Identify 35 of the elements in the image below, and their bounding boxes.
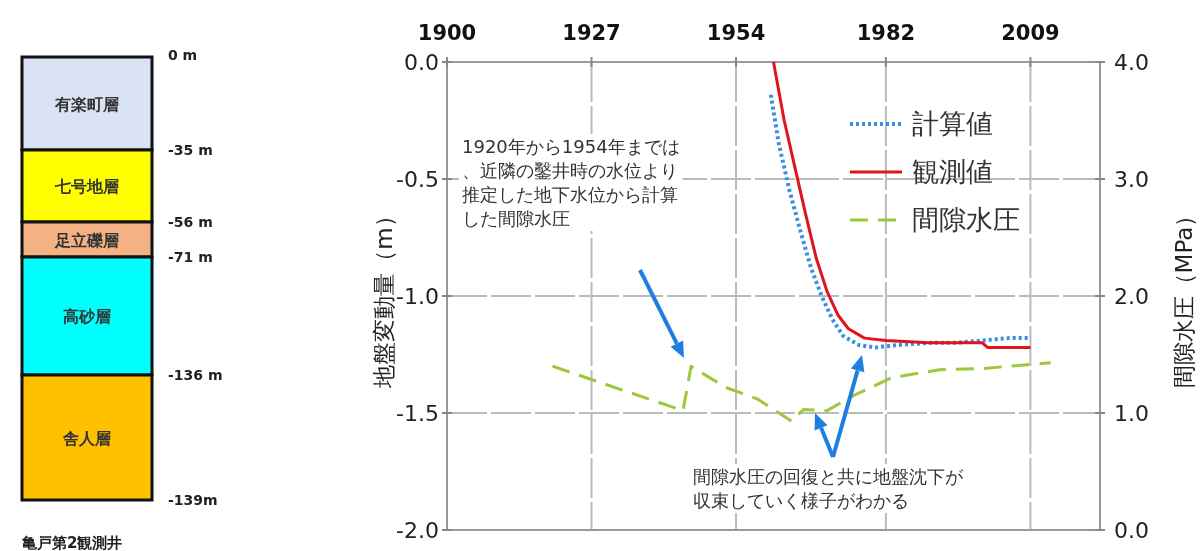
text: -139m xyxy=(168,492,218,508)
x-tick-label: 2009 xyxy=(1001,21,1060,45)
y-tick-label: -1.0 xyxy=(396,284,439,309)
y2-tick-label: 4.0 xyxy=(1114,50,1149,75)
text: -56 m xyxy=(168,214,213,230)
annotation: 1920年から1954年までは、近隣の鑿井時の水位より推定した地下水位から計算した間隙水圧 xyxy=(462,136,680,229)
x-tick-label: 1927 xyxy=(562,21,621,45)
y2-tick-label: 0.0 xyxy=(1114,518,1149,543)
category-label: 有楽町層 xyxy=(54,94,119,114)
y-tick-label: -0.5 xyxy=(396,167,439,192)
text: -35 m xyxy=(168,142,213,158)
category-label: 足立礫層 xyxy=(54,230,119,250)
y-tick-label: -1.5 xyxy=(396,401,439,426)
y2-axis-title: 間隙水圧（MPa） xyxy=(1171,203,1197,389)
annotation: 間隙水圧の回復と共に地盤沈下が収束していく様子がわかる xyxy=(693,466,964,511)
text: -71 m xyxy=(168,249,213,265)
category-label: 舎人層 xyxy=(62,428,111,448)
y2-tick-label: 3.0 xyxy=(1114,167,1149,192)
legend-label: 計算値 xyxy=(912,108,993,139)
x-tick-label: 1900 xyxy=(417,21,477,45)
text: -136 m xyxy=(168,367,223,383)
legend-label: 観測値 xyxy=(912,156,993,187)
line-series xyxy=(550,361,1053,423)
text: 亀戸第2観測井 xyxy=(21,534,123,551)
text: 0 m xyxy=(168,47,198,63)
y-axis-title: 地盤変動量（m） xyxy=(371,204,397,389)
category-label: 七号地層 xyxy=(54,177,119,196)
y2-tick-label: 2.0 xyxy=(1114,284,1149,309)
y-tick-label: -2.0 xyxy=(396,518,439,543)
y-tick-label: 0.0 xyxy=(404,50,439,75)
x-tick-label: 1954 xyxy=(706,21,766,45)
x-tick-label: 1982 xyxy=(856,21,916,45)
y2-tick-label: 1.0 xyxy=(1114,401,1149,426)
legend-label: 間隙水圧 xyxy=(912,204,1020,235)
category-label: 高砂層 xyxy=(63,307,111,326)
